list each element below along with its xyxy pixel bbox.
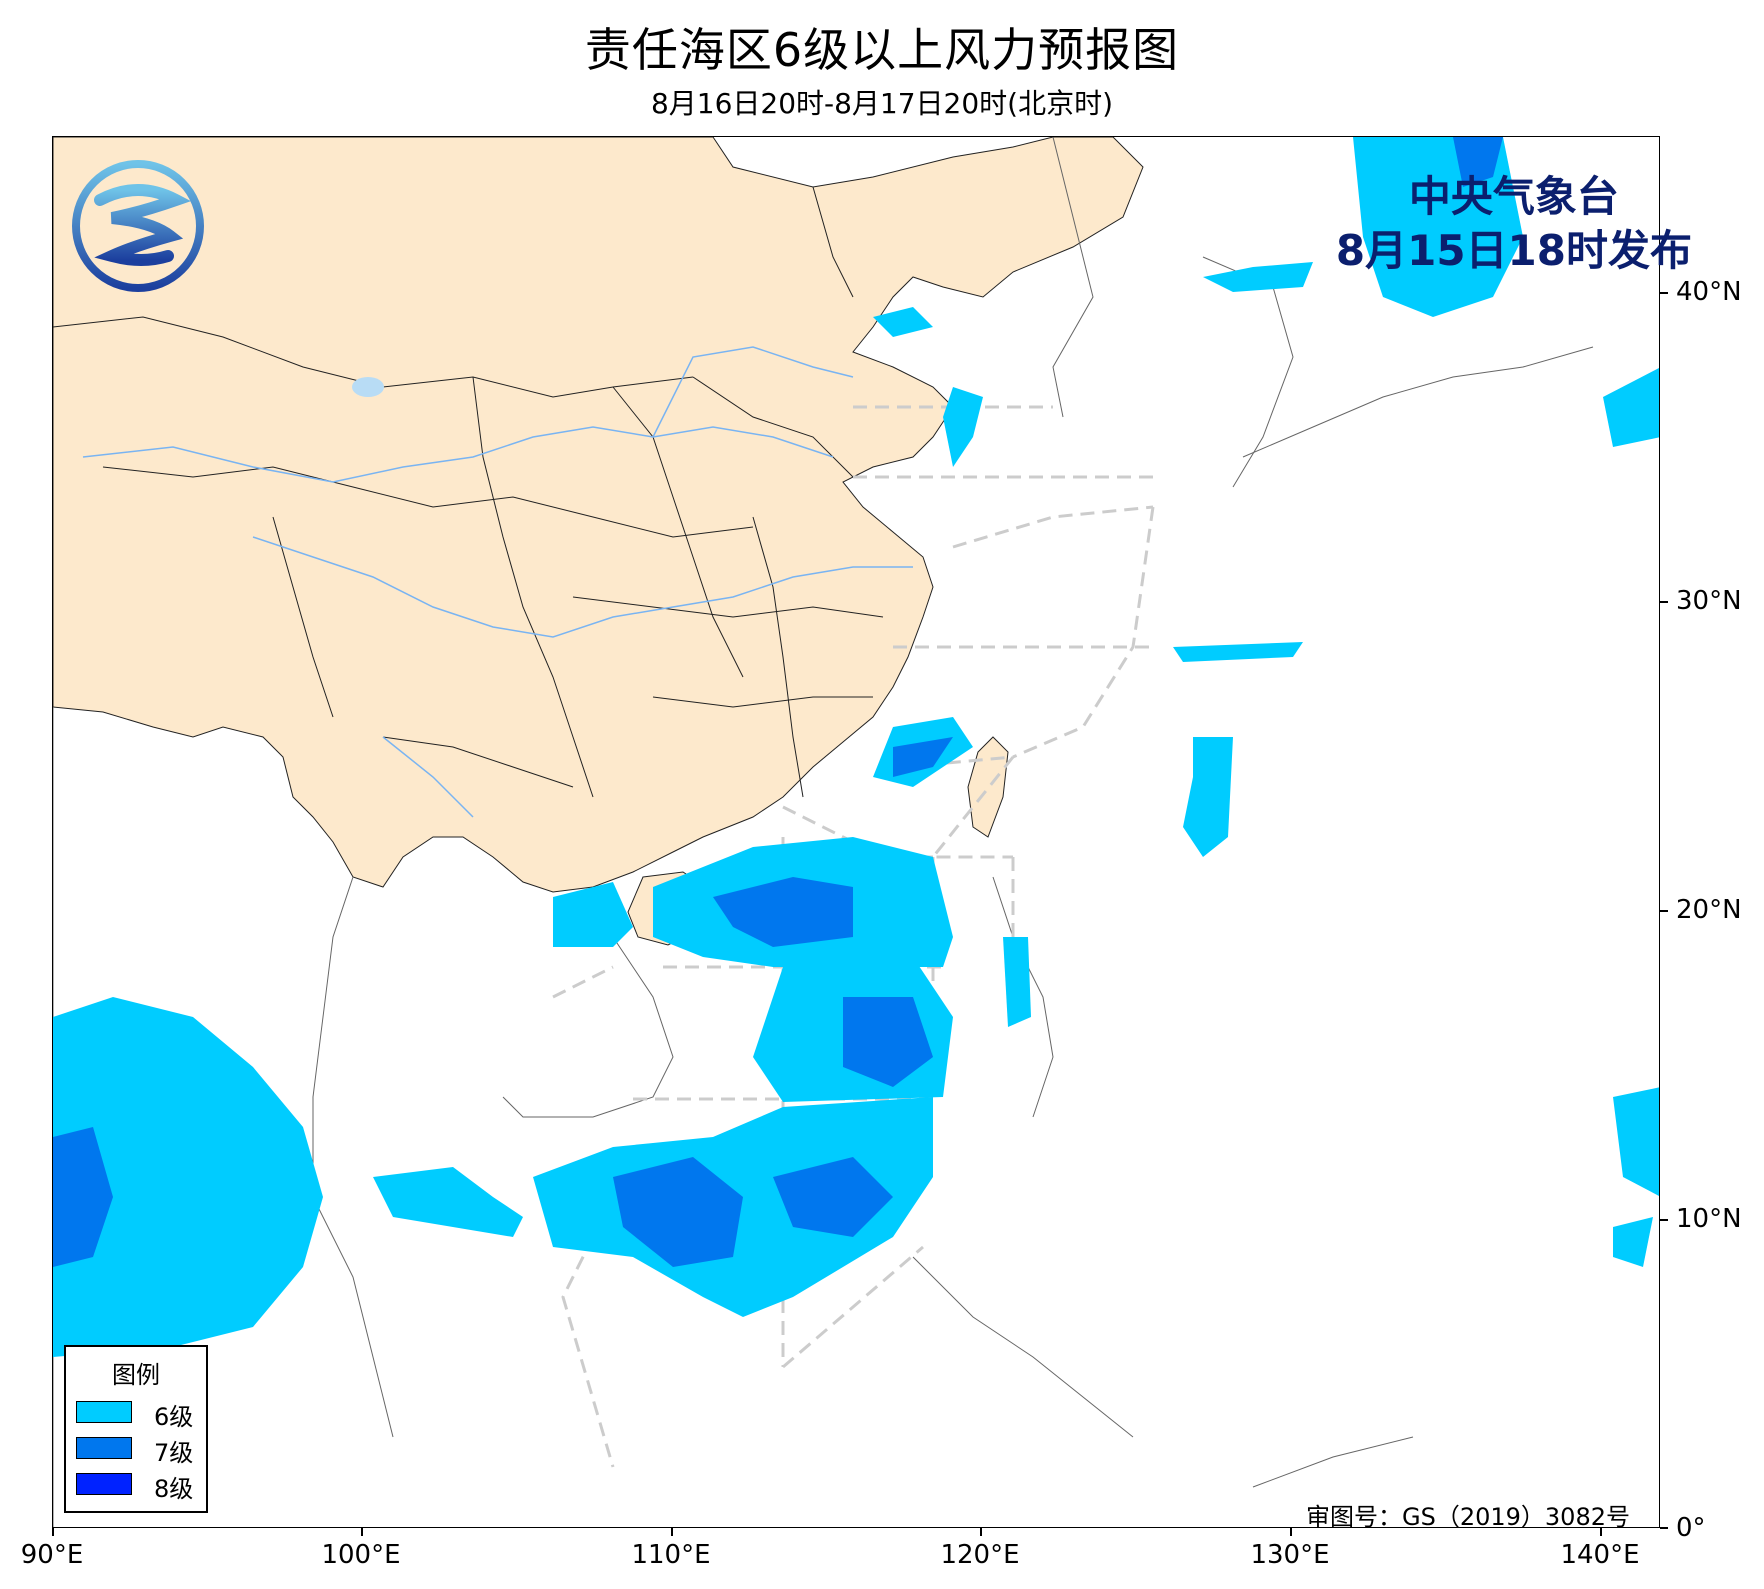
legend-label: 7级 bbox=[154, 1439, 194, 1467]
legend-label: 8级 bbox=[154, 1475, 194, 1503]
y-tick-mark bbox=[1660, 1219, 1668, 1221]
legend-item: 6级 bbox=[76, 1397, 202, 1431]
y-tick-label: 30°N bbox=[1676, 586, 1742, 616]
x-tick-label: 120°E bbox=[940, 1540, 1020, 1570]
x-tick-mark bbox=[671, 1528, 673, 1536]
y-tick-mark bbox=[1660, 910, 1668, 912]
issue-time: 8月15日18时发布 bbox=[1335, 226, 1692, 275]
issuer-block: 中央气象台 8月15日18时发布 bbox=[1336, 170, 1692, 278]
legend-swatch bbox=[76, 1473, 132, 1495]
legend-title: 图例 bbox=[112, 1361, 160, 1389]
x-tick-mark bbox=[1600, 1528, 1602, 1536]
x-tick-label: 90°E bbox=[20, 1540, 84, 1570]
map-approval-number: 审图号：GS（2019）3082号 bbox=[1306, 1503, 1630, 1531]
legend-item: 8级 bbox=[76, 1469, 202, 1503]
legend-item: 7级 bbox=[76, 1433, 202, 1467]
x-tick-mark bbox=[361, 1528, 363, 1536]
map-subtitle: 8月16日20时-8月17日20时(北京时) bbox=[650, 87, 1114, 120]
x-tick-mark bbox=[52, 1528, 54, 1536]
cma-logo-icon bbox=[72, 160, 204, 292]
y-tick-label: 40°N bbox=[1676, 277, 1742, 307]
wind-force-7-areas bbox=[53, 137, 1503, 1267]
y-tick-label: 0° bbox=[1676, 1513, 1706, 1543]
qinghai-lake bbox=[352, 377, 384, 397]
legend-swatch bbox=[76, 1437, 132, 1459]
y-tick-mark bbox=[1660, 292, 1668, 294]
x-tick-mark bbox=[980, 1528, 982, 1536]
x-tick-label: 110°E bbox=[631, 1540, 711, 1570]
x-tick-label: 140°E bbox=[1560, 1540, 1640, 1570]
legend: 图例 6级 7级 8级 bbox=[64, 1345, 208, 1513]
map-frame[interactable] bbox=[52, 136, 1660, 1528]
map-canvas[interactable] bbox=[53, 137, 1660, 1528]
x-tick-label: 100°E bbox=[321, 1540, 401, 1570]
taiwan-island bbox=[967, 736, 1009, 838]
y-tick-mark bbox=[1660, 601, 1668, 603]
foreign-borders bbox=[53, 137, 1594, 1527]
x-tick-mark bbox=[1290, 1528, 1292, 1536]
legend-label: 6级 bbox=[154, 1403, 194, 1431]
issuer-name: 中央气象台 bbox=[1408, 172, 1619, 221]
y-tick-label: 20°N bbox=[1676, 895, 1742, 925]
map-title: 责任海区6级以上风力预报图 bbox=[584, 23, 1180, 77]
legend-swatch bbox=[76, 1401, 132, 1423]
rivers bbox=[82, 346, 913, 818]
y-tick-label: 10°N bbox=[1676, 1204, 1742, 1234]
x-tick-label: 130°E bbox=[1250, 1540, 1330, 1570]
china-land bbox=[53, 137, 1144, 893]
y-tick-mark bbox=[1660, 1527, 1668, 1529]
